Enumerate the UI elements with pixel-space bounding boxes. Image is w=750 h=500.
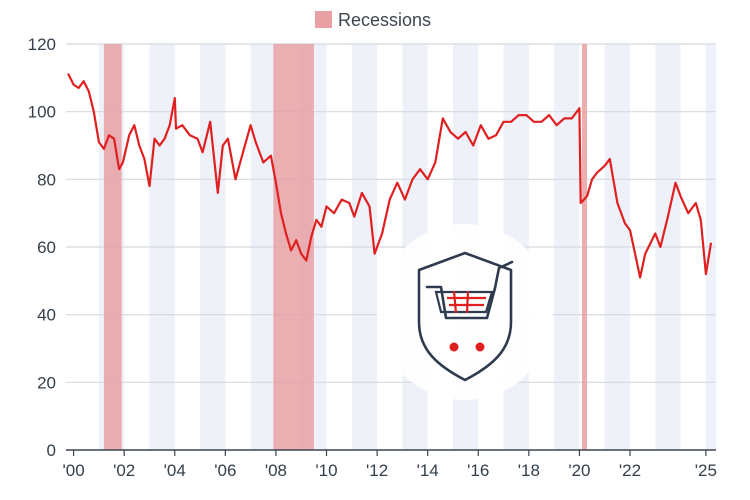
series-lines <box>67 73 713 279</box>
shopping-cart-shield-icon <box>377 224 553 400</box>
y-tick-label: 0 <box>47 441 56 460</box>
y-tick-label: 120 <box>28 35 56 54</box>
cart-handle <box>425 260 514 320</box>
recession-band <box>581 44 588 450</box>
x-tick-label: '12 <box>366 461 388 480</box>
x-tick-label: '20 <box>568 461 590 480</box>
y-tick-label: 100 <box>28 103 56 122</box>
y-tick-label: 60 <box>37 238 56 257</box>
x-tick-label: '08 <box>265 461 287 480</box>
y-tick-label: 40 <box>37 306 56 325</box>
axes: 0 20 40 60 80 100 120 '00 '02 '04 '06 '08 '10 '12 '14 '… <box>28 35 717 480</box>
x-tick-label: '22 <box>619 461 641 480</box>
legend: Recessions <box>315 10 431 30</box>
x-tick-label: '00 <box>63 461 85 480</box>
series-line <box>67 73 713 279</box>
x-tick-label: '06 <box>214 461 236 480</box>
cart-wheel-left <box>449 342 459 352</box>
cart-wheel-right <box>475 342 485 352</box>
x-tick-label: '10 <box>315 461 337 480</box>
legend-label: Recessions <box>338 10 431 30</box>
recession-band <box>103 44 122 450</box>
x-tick-label: '04 <box>164 461 186 480</box>
cart-grid <box>447 290 486 314</box>
x-tick-label: '02 <box>113 461 135 480</box>
shield-outline <box>417 251 513 382</box>
x-tick-label: '16 <box>467 461 489 480</box>
legend-swatch <box>315 11 332 28</box>
cart-basket <box>434 290 494 314</box>
x-tick-label: '18 <box>518 461 540 480</box>
x-tick-label: '25 <box>695 461 717 480</box>
y-tick-label: 80 <box>37 170 56 189</box>
y-tick-label: 20 <box>37 373 56 392</box>
x-tick-label: '14 <box>417 461 439 480</box>
